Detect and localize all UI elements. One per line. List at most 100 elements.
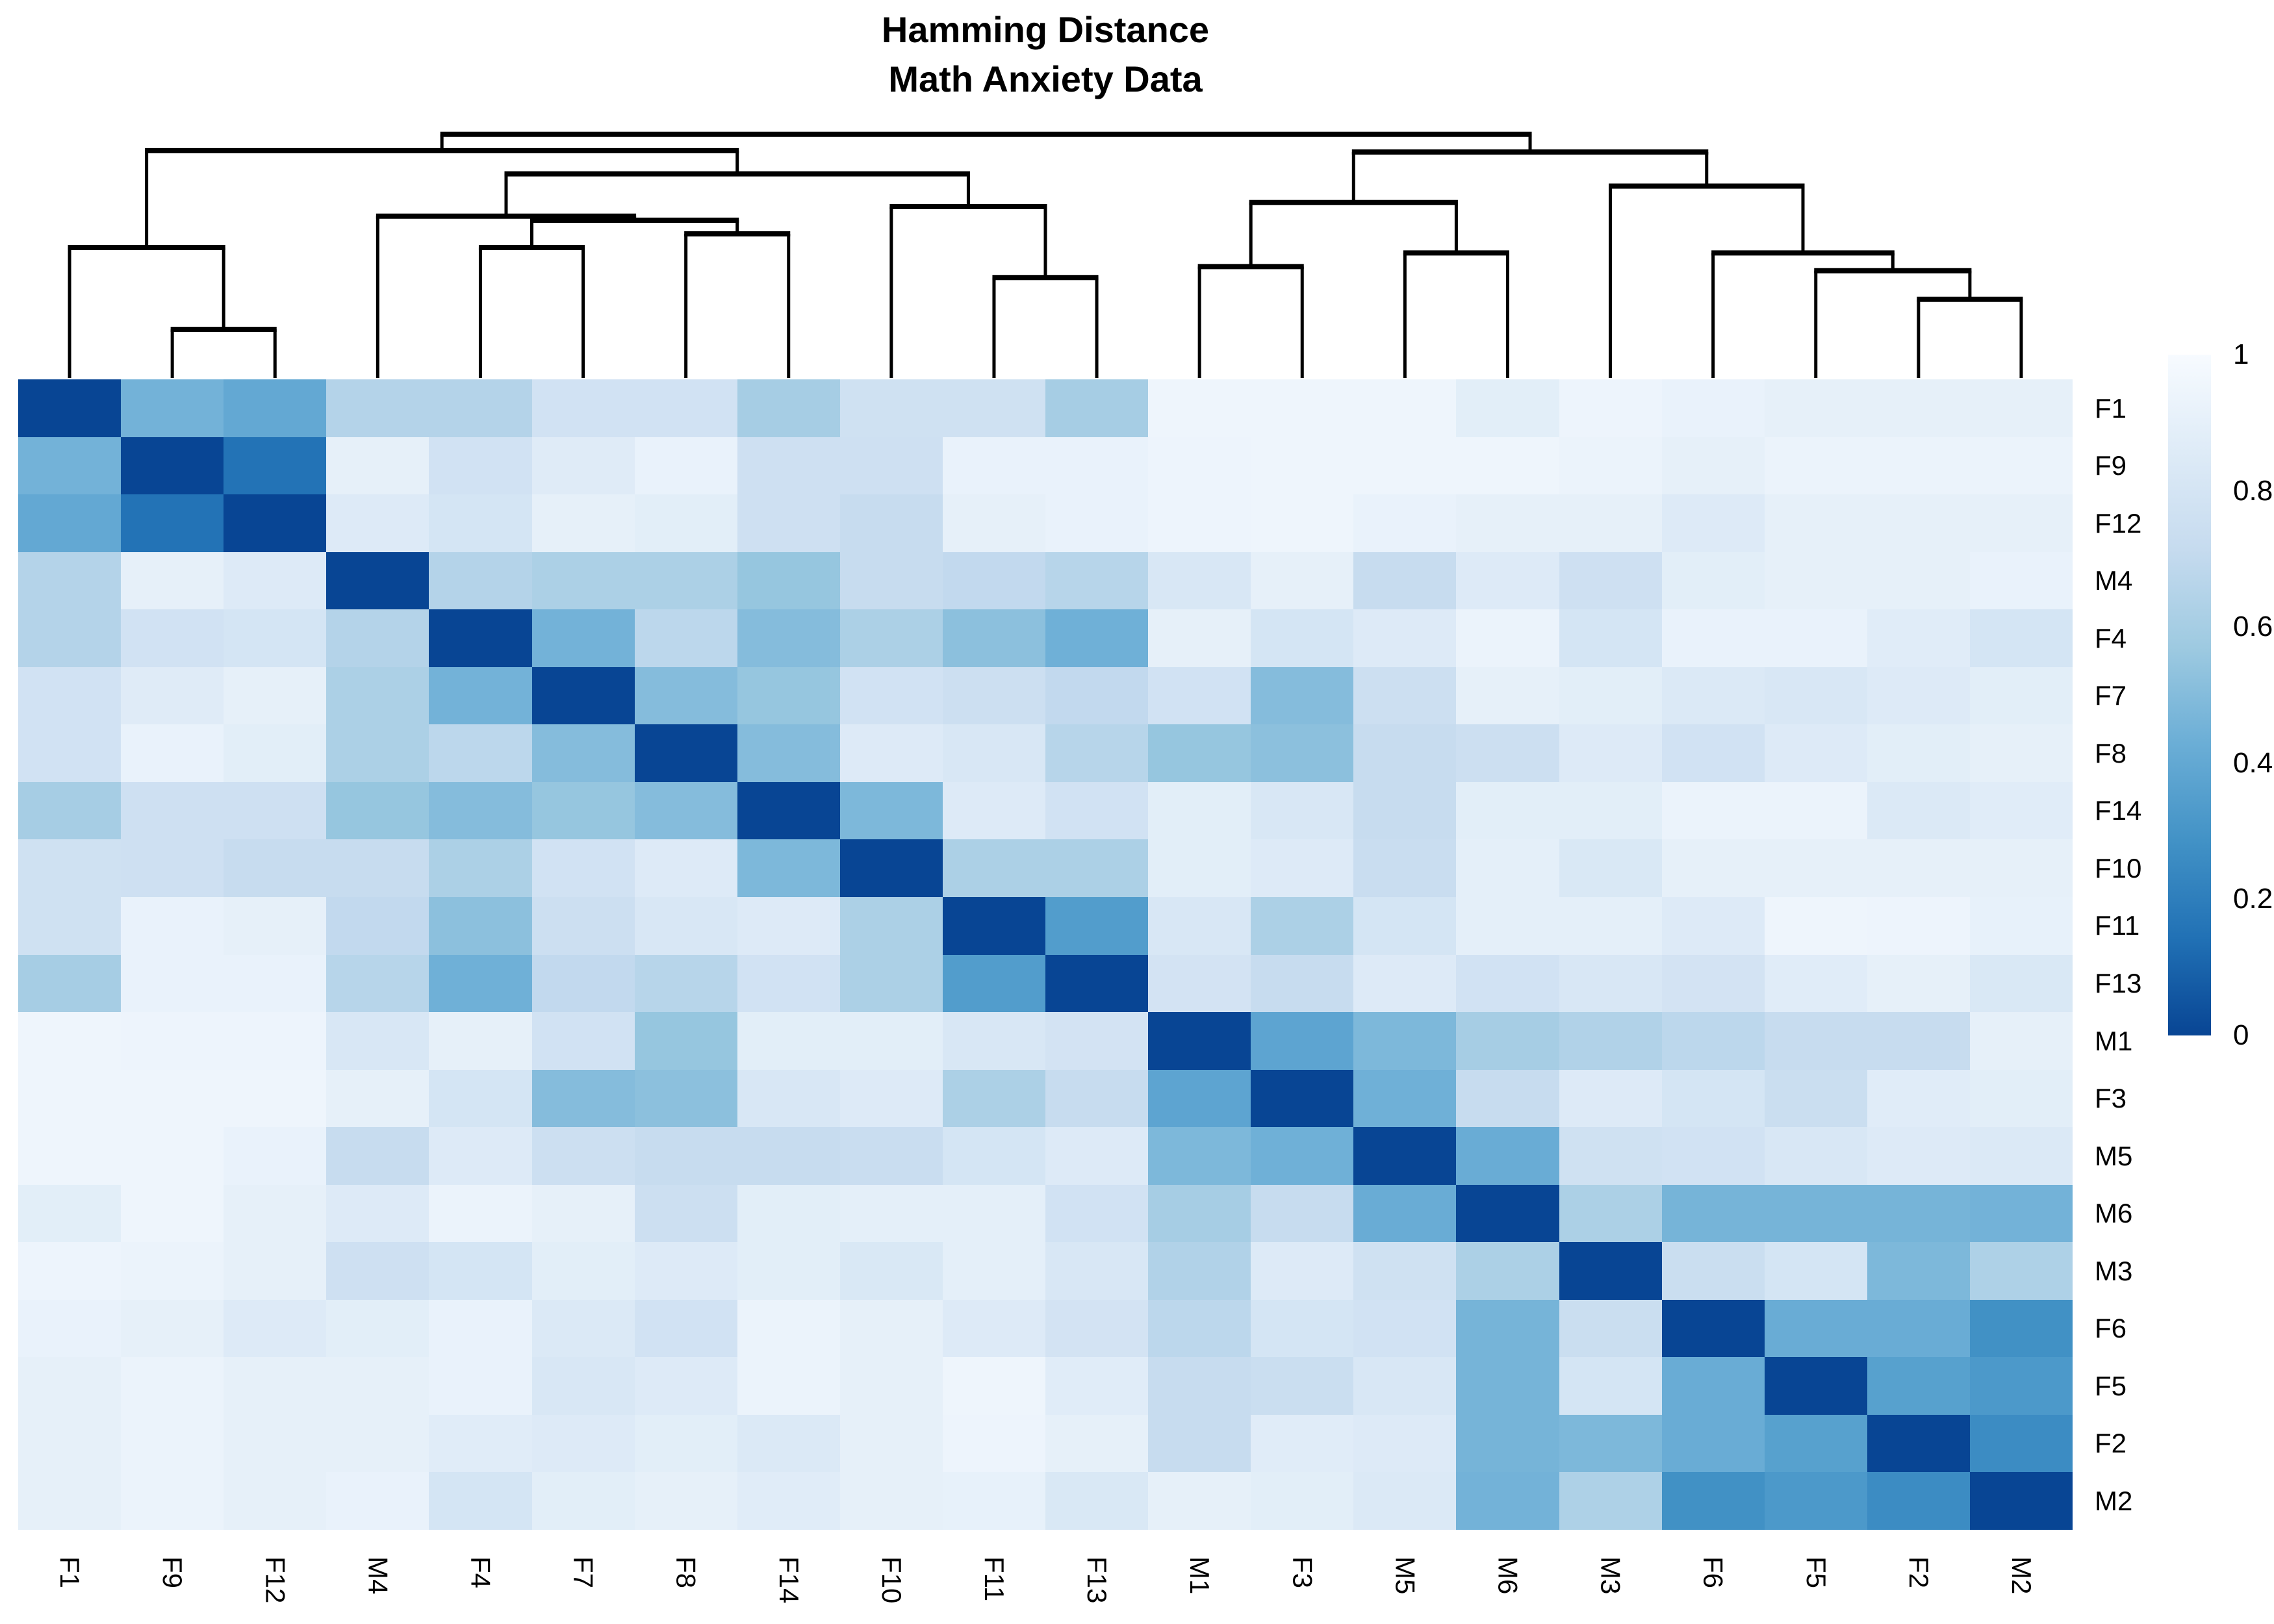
legend-tick-label: 1 bbox=[2233, 338, 2249, 370]
heatmap-cell bbox=[1764, 1184, 1867, 1243]
heatmap-cell bbox=[1867, 1012, 1970, 1070]
heatmap-cell bbox=[429, 954, 532, 1013]
heatmap-cell bbox=[1764, 896, 1867, 955]
heatmap-cell bbox=[326, 552, 429, 610]
heatmap-cell bbox=[1353, 724, 1457, 782]
heatmap-cell bbox=[942, 954, 1045, 1013]
heatmap-cell bbox=[1045, 724, 1149, 782]
heatmap-cell bbox=[1148, 1357, 1251, 1415]
heatmap-cell bbox=[737, 1242, 840, 1300]
heatmap-cell bbox=[18, 1414, 121, 1473]
heatmap-cell bbox=[1969, 1414, 2073, 1473]
heatmap-cell bbox=[18, 1242, 121, 1300]
column-label: M4 bbox=[363, 1556, 394, 1595]
heatmap-cell bbox=[18, 781, 121, 840]
heatmap-cell bbox=[326, 1414, 429, 1473]
heatmap-cell bbox=[18, 1127, 121, 1185]
heatmap-cell bbox=[1661, 1069, 1765, 1128]
heatmap-cell bbox=[634, 666, 737, 725]
heatmap-cell bbox=[1969, 1184, 2073, 1243]
heatmap-cell bbox=[1148, 494, 1251, 552]
heatmap-cell bbox=[1867, 724, 1970, 782]
heatmap-cell bbox=[1148, 437, 1251, 495]
heatmap-cell bbox=[1559, 839, 1662, 897]
heatmap-cell bbox=[429, 1414, 532, 1473]
heatmap-cell bbox=[1661, 1414, 1765, 1473]
heatmap-cell bbox=[737, 1357, 840, 1415]
heatmap-cell bbox=[1867, 896, 1970, 955]
heatmap-cell bbox=[634, 1357, 737, 1415]
heatmap-cell bbox=[1456, 1012, 1559, 1070]
heatmap-cell bbox=[737, 1127, 840, 1185]
chart-title: Hamming Distance Math Anxiety Data bbox=[18, 5, 2073, 104]
column-label: M3 bbox=[1595, 1556, 1626, 1595]
heatmap-cell bbox=[1353, 1414, 1457, 1473]
heatmap-cell bbox=[1148, 552, 1251, 610]
heatmap-cell bbox=[1559, 552, 1662, 610]
heatmap-cell bbox=[18, 1012, 121, 1070]
heatmap-cell bbox=[1251, 1012, 1354, 1070]
heatmap-cell bbox=[1456, 666, 1559, 725]
heatmap-cell bbox=[1045, 609, 1149, 667]
heatmap-cell bbox=[121, 839, 224, 897]
heatmap-grid bbox=[18, 379, 2073, 1530]
heatmap-cell bbox=[1251, 1299, 1354, 1358]
heatmap-cell bbox=[326, 1472, 429, 1530]
heatmap-cell bbox=[224, 609, 327, 667]
heatmap-cell bbox=[121, 954, 224, 1013]
heatmap-cell bbox=[1661, 724, 1765, 782]
heatmap-cell bbox=[18, 1069, 121, 1128]
heatmap-cell bbox=[326, 1184, 429, 1243]
heatmap-cell bbox=[942, 437, 1045, 495]
heatmap-cell bbox=[326, 609, 429, 667]
column-label: F9 bbox=[157, 1556, 188, 1589]
heatmap-cell bbox=[429, 494, 532, 552]
heatmap-cell bbox=[737, 437, 840, 495]
heatmap-cell bbox=[531, 666, 635, 725]
column-label: F12 bbox=[260, 1556, 291, 1604]
heatmap-cell bbox=[531, 896, 635, 955]
heatmap-cell bbox=[1969, 1299, 2073, 1358]
heatmap-cell bbox=[326, 494, 429, 552]
heatmap-cell bbox=[121, 781, 224, 840]
heatmap-cell bbox=[1148, 1472, 1251, 1530]
heatmap-cell bbox=[1764, 1069, 1867, 1128]
heatmap-cell bbox=[1456, 437, 1559, 495]
heatmap-cell bbox=[224, 1414, 327, 1473]
heatmap-cell bbox=[531, 1472, 635, 1530]
heatmap-cell bbox=[1764, 1472, 1867, 1530]
heatmap-cell bbox=[1867, 1069, 1970, 1128]
heatmap-cell bbox=[1353, 379, 1457, 437]
heatmap-cell bbox=[839, 609, 943, 667]
heatmap-cell bbox=[1045, 1414, 1149, 1473]
heatmap-cell bbox=[18, 724, 121, 782]
heatmap-cell bbox=[1661, 1472, 1765, 1530]
heatmap-cell bbox=[1559, 494, 1662, 552]
heatmap-cell bbox=[1867, 1184, 1970, 1243]
heatmap-cell bbox=[634, 1242, 737, 1300]
heatmap-cell bbox=[1969, 552, 2073, 610]
heatmap-cell bbox=[1764, 494, 1867, 552]
heatmap-cell bbox=[18, 552, 121, 610]
chart-title-line2: Math Anxiety Data bbox=[888, 58, 1203, 99]
heatmap-cell bbox=[18, 437, 121, 495]
heatmap-cell bbox=[737, 1299, 840, 1358]
heatmap-cell bbox=[942, 666, 1045, 725]
heatmap-cell bbox=[839, 1299, 943, 1358]
heatmap-cell bbox=[839, 781, 943, 840]
heatmap-cell bbox=[737, 1184, 840, 1243]
heatmap-cell bbox=[1045, 954, 1149, 1013]
heatmap-cell bbox=[634, 781, 737, 840]
heatmap-cell bbox=[839, 1414, 943, 1473]
heatmap-cell bbox=[1045, 666, 1149, 725]
heatmap-cell bbox=[121, 494, 224, 552]
heatmap-cell bbox=[1456, 1299, 1559, 1358]
heatmap-cell bbox=[1353, 781, 1457, 840]
heatmap-cell bbox=[224, 954, 327, 1013]
heatmap-cell bbox=[1867, 609, 1970, 667]
heatmap-cell bbox=[18, 666, 121, 725]
heatmap-cell bbox=[429, 1012, 532, 1070]
heatmap-cell bbox=[1045, 1127, 1149, 1185]
heatmap-cell bbox=[1764, 954, 1867, 1013]
heatmap-cell bbox=[1456, 1472, 1559, 1530]
